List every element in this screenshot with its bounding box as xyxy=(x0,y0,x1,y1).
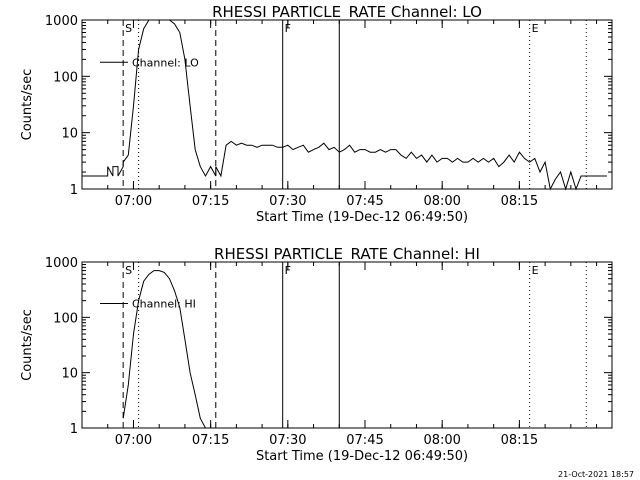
y-tick-label: 100 xyxy=(53,311,78,326)
plot-frame xyxy=(81,261,613,429)
chart-title: RHESSI PARTICLE_RATE Channel: HI xyxy=(214,245,480,264)
y-tick-label: 10 xyxy=(61,367,78,382)
x-axis-label: Start Time (19-Dec-12 06:49:50) xyxy=(256,449,468,464)
chart-title: RHESSI PARTICLE_RATE Channel: LO xyxy=(212,3,482,22)
y-tick-label: 1000 xyxy=(45,14,78,29)
event-marker-label: E xyxy=(532,22,539,35)
x-tick-label: 07:45 xyxy=(346,433,383,448)
x-axis-label: Start Time (19-Dec-12 06:49:50) xyxy=(256,210,468,225)
x-tick-label: 08:15 xyxy=(501,433,538,448)
x-tick-label: 07:00 xyxy=(115,194,152,209)
chart-panel-1: RHESSI PARTICLE_RATE Channel: LO 1 10 100 10… xyxy=(20,3,613,225)
event-marker-label: F xyxy=(285,264,291,277)
chart-panel-2: RHESSI PARTICLE_RATE Channel: HI 1 10 100 10… xyxy=(20,245,613,464)
legend-label: Channel: LO xyxy=(132,56,199,69)
x-tick-label: 07:30 xyxy=(269,433,306,448)
event-marker-label: F xyxy=(285,22,291,35)
y-tick-label: 1 xyxy=(70,183,78,198)
event-marker-label: E xyxy=(532,264,539,277)
y-tick-label: 10 xyxy=(61,127,78,142)
x-tick-label: 07:30 xyxy=(269,194,306,209)
series-line xyxy=(82,19,607,191)
y-tick-label: 100 xyxy=(53,70,78,85)
y-tick-label: 1 xyxy=(70,422,78,437)
x-tick-label: 08:15 xyxy=(501,194,538,209)
x-tick-label: 07:15 xyxy=(192,433,229,448)
x-tick-label: 07:45 xyxy=(346,194,383,209)
event-marker-label: S xyxy=(125,264,132,277)
series-line xyxy=(122,270,206,429)
legend-label: Channel: HI xyxy=(132,298,196,311)
x-tick-label: 07:15 xyxy=(192,194,229,209)
x-tick-label: 07:00 xyxy=(115,433,152,448)
print-timestamp: 21-Oct-2021 18:57 xyxy=(558,470,634,479)
x-tick-label: 08:00 xyxy=(423,433,460,448)
y-axis-label: Counts/sec xyxy=(20,309,35,381)
y-tick-label: 1000 xyxy=(45,256,78,271)
x-tick-label: 08:00 xyxy=(423,194,460,209)
y-axis-label: Counts/sec xyxy=(20,69,35,141)
event-marker-label: S xyxy=(125,22,132,35)
plot-frame xyxy=(81,19,613,190)
